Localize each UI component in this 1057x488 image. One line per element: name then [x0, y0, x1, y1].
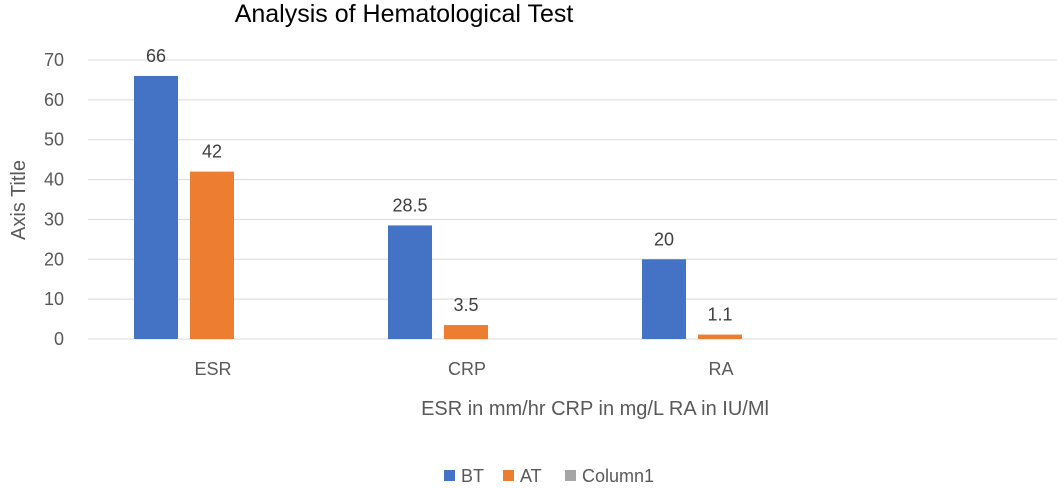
- y-tick-label: 70: [44, 50, 64, 70]
- bar-bt-ra: [642, 259, 686, 339]
- chart-title: Analysis of Hematological Test: [235, 0, 574, 28]
- y-tick-label: 40: [44, 170, 64, 190]
- y-axis-title: Axis Title: [8, 160, 30, 240]
- bar-at-crp: [444, 325, 488, 339]
- bar-at-ra: [698, 334, 742, 339]
- bar-bt-crp: [388, 225, 432, 339]
- y-tick-label: 60: [44, 90, 64, 110]
- category-label: ESR: [194, 359, 231, 379]
- data-label: 28.5: [392, 195, 427, 215]
- legend-swatch: [444, 470, 455, 481]
- y-tick-label: 30: [44, 209, 64, 229]
- bar-at-esr: [190, 171, 234, 339]
- category-label: RA: [708, 359, 733, 379]
- data-label: 20: [654, 229, 674, 249]
- legend-swatch: [565, 470, 576, 481]
- y-tick-label: 10: [44, 289, 64, 309]
- y-tick-label: 50: [44, 130, 64, 150]
- bars: [134, 75, 742, 339]
- data-label: 3.5: [453, 295, 478, 315]
- legend-item-label: AT: [520, 466, 542, 486]
- category-labels: ESR CRP RA: [194, 359, 733, 379]
- legend-item-label: Column1: [582, 466, 654, 486]
- y-tick-labels: 0 10 20 30 40 50 60 70: [44, 50, 64, 349]
- data-label: 1.1: [707, 305, 732, 325]
- y-tick-label: 0: [54, 329, 64, 349]
- data-label: 42: [202, 142, 222, 162]
- data-label: 66: [146, 46, 166, 66]
- category-label: CRP: [448, 359, 486, 379]
- legend-item-label: BT: [461, 466, 484, 486]
- legend: BT AT Column1: [444, 466, 654, 486]
- x-axis-title: ESR in mm/hr CRP in mg/L RA in IU/Ml: [421, 398, 769, 420]
- legend-swatch: [503, 470, 514, 481]
- bar-bt-esr: [134, 75, 178, 339]
- gridlines: [88, 59, 1057, 340]
- data-labels: 66 42 28.5 3.5 20 1.1: [146, 46, 733, 325]
- y-tick-label: 20: [44, 249, 64, 269]
